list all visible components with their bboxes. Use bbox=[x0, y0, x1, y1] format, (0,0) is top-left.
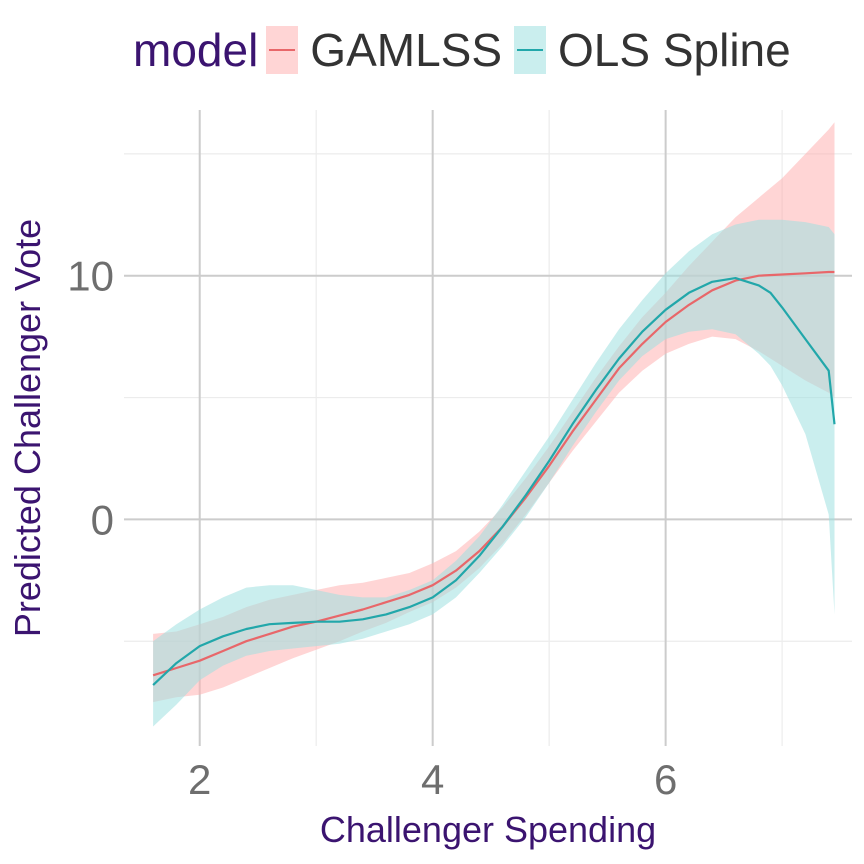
x-tick-label: 2 bbox=[188, 756, 211, 803]
y-tick-label: 0 bbox=[91, 496, 114, 543]
legend-label-ols-spline: OLS Spline bbox=[558, 24, 791, 76]
legend-key-gamlss bbox=[266, 26, 299, 74]
series-line-ols-spline bbox=[152, 277, 836, 686]
legend: model GAMLSS OLS Spline bbox=[133, 20, 803, 80]
legend-item-gamlss: GAMLSS bbox=[266, 23, 502, 77]
x-tick-label: 4 bbox=[421, 756, 444, 803]
y-tick-label: 10 bbox=[67, 253, 114, 300]
legend-label-gamlss: GAMLSS bbox=[310, 24, 503, 76]
series-lines bbox=[152, 270, 836, 686]
confidence-band-ols-spline bbox=[153, 219, 835, 727]
x-tick-label: 6 bbox=[654, 756, 677, 803]
tick-labels: 2 4 6 0 10 bbox=[67, 253, 677, 803]
y-axis-title: Predicted Challenger Vote bbox=[7, 219, 48, 637]
legend-item-ols-spline: OLS Spline bbox=[514, 23, 791, 77]
legend-key-ols-spline bbox=[514, 26, 547, 74]
legend-title: model bbox=[133, 24, 259, 76]
x-axis-title: Challenger Spending bbox=[320, 809, 656, 850]
confidence-bands bbox=[153, 122, 835, 727]
